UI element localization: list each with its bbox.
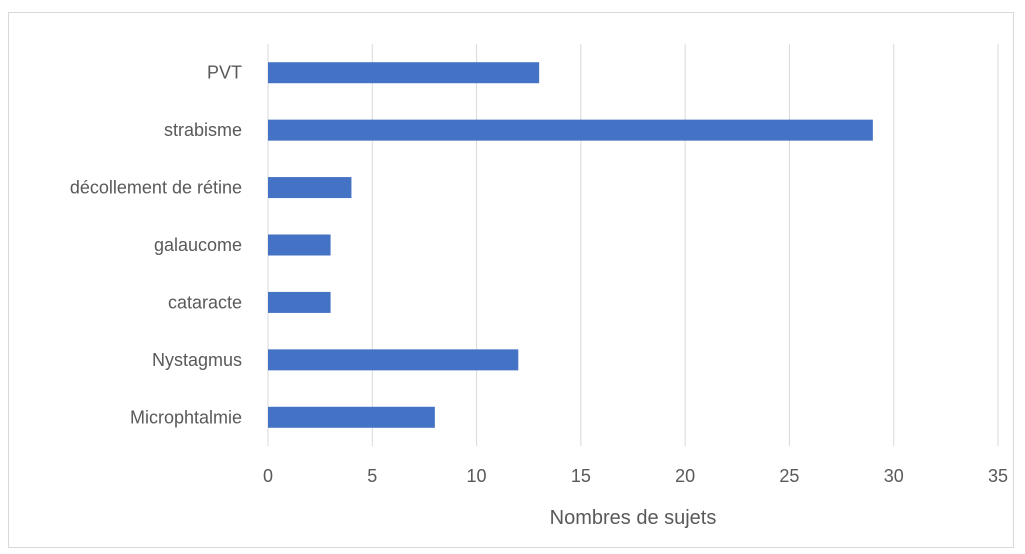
bar (268, 349, 519, 371)
category-label: PVT (207, 63, 242, 83)
x-tick-label: 25 (779, 466, 799, 486)
x-tick-label: 15 (571, 466, 591, 486)
x-tick-label: 5 (367, 466, 377, 486)
x-tick-label: 20 (675, 466, 695, 486)
category-labels: Microphtalmie Nystagmus cataracte galaucome… (70, 63, 242, 428)
bar (268, 406, 435, 428)
chart-frame (8, 12, 1014, 548)
category-label: Microphtalmie (130, 407, 242, 427)
bars (268, 62, 873, 428)
bar (268, 177, 352, 199)
x-tick-label: 10 (467, 466, 487, 486)
category-label: décollement de rétine (70, 178, 242, 198)
category-label: Nystagmus (152, 350, 242, 370)
x-tick-label: 30 (884, 466, 904, 486)
x-tick-label: 0 (263, 466, 273, 486)
gridlines (267, 44, 999, 446)
x-axis-title: Nombres de sujets (550, 507, 717, 529)
category-label: strabisme (164, 120, 242, 140)
bar (268, 119, 873, 141)
category-label: galaucome (154, 235, 242, 255)
x-tick-label: 35 (988, 466, 1008, 486)
bar (268, 62, 540, 84)
bar (268, 291, 331, 313)
category-label: cataracte (168, 292, 242, 312)
bar (268, 234, 331, 256)
x-tick-labels: 0 5 10 15 20 25 30 35 (263, 466, 1008, 486)
